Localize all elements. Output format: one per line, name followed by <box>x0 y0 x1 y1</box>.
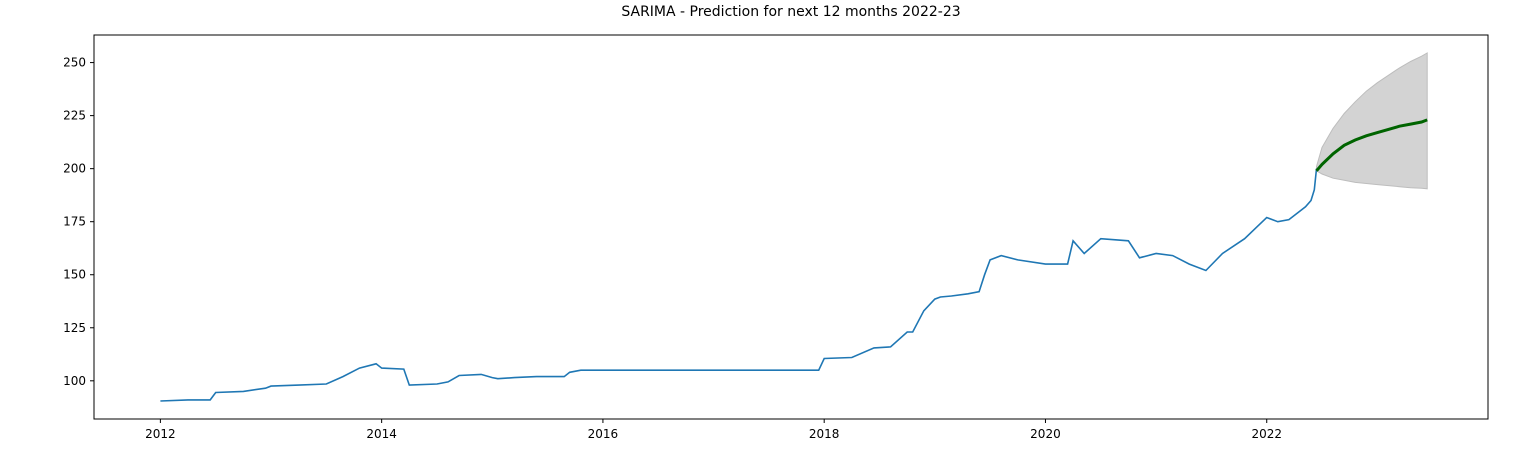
y-tick-label: 100 <box>63 374 86 388</box>
x-tick-label: 2014 <box>366 427 397 441</box>
y-tick-label: 200 <box>63 162 86 176</box>
series-line-layer <box>160 118 1428 402</box>
y-tick-label: 150 <box>63 268 86 282</box>
history-line <box>160 168 1318 402</box>
confidence-interval-band <box>1316 52 1428 190</box>
x-tick-label: 2020 <box>1030 427 1061 441</box>
y-tick-label: 225 <box>63 109 86 123</box>
y-tick-label: 175 <box>63 215 86 229</box>
y-axis-ticks: 100 125 150 175 200 225 250 <box>63 56 94 388</box>
x-tick-label: 2018 <box>809 427 840 441</box>
x-tick-label: 2012 <box>145 427 176 441</box>
axes-frame <box>93 34 1489 420</box>
x-tick-label: 2022 <box>1251 427 1282 441</box>
y-tick-label: 250 <box>63 56 86 70</box>
forecast-line <box>1315 118 1428 172</box>
chart-title: SARIMA - Prediction for next 12 months 2… <box>621 4 961 20</box>
confidence-interval-layer <box>1316 52 1428 190</box>
x-axis-ticks: 2012 2014 2016 2018 2020 2022 <box>145 419 1282 441</box>
y-tick-label: 125 <box>63 321 86 335</box>
x-tick-label: 2016 <box>588 427 619 441</box>
